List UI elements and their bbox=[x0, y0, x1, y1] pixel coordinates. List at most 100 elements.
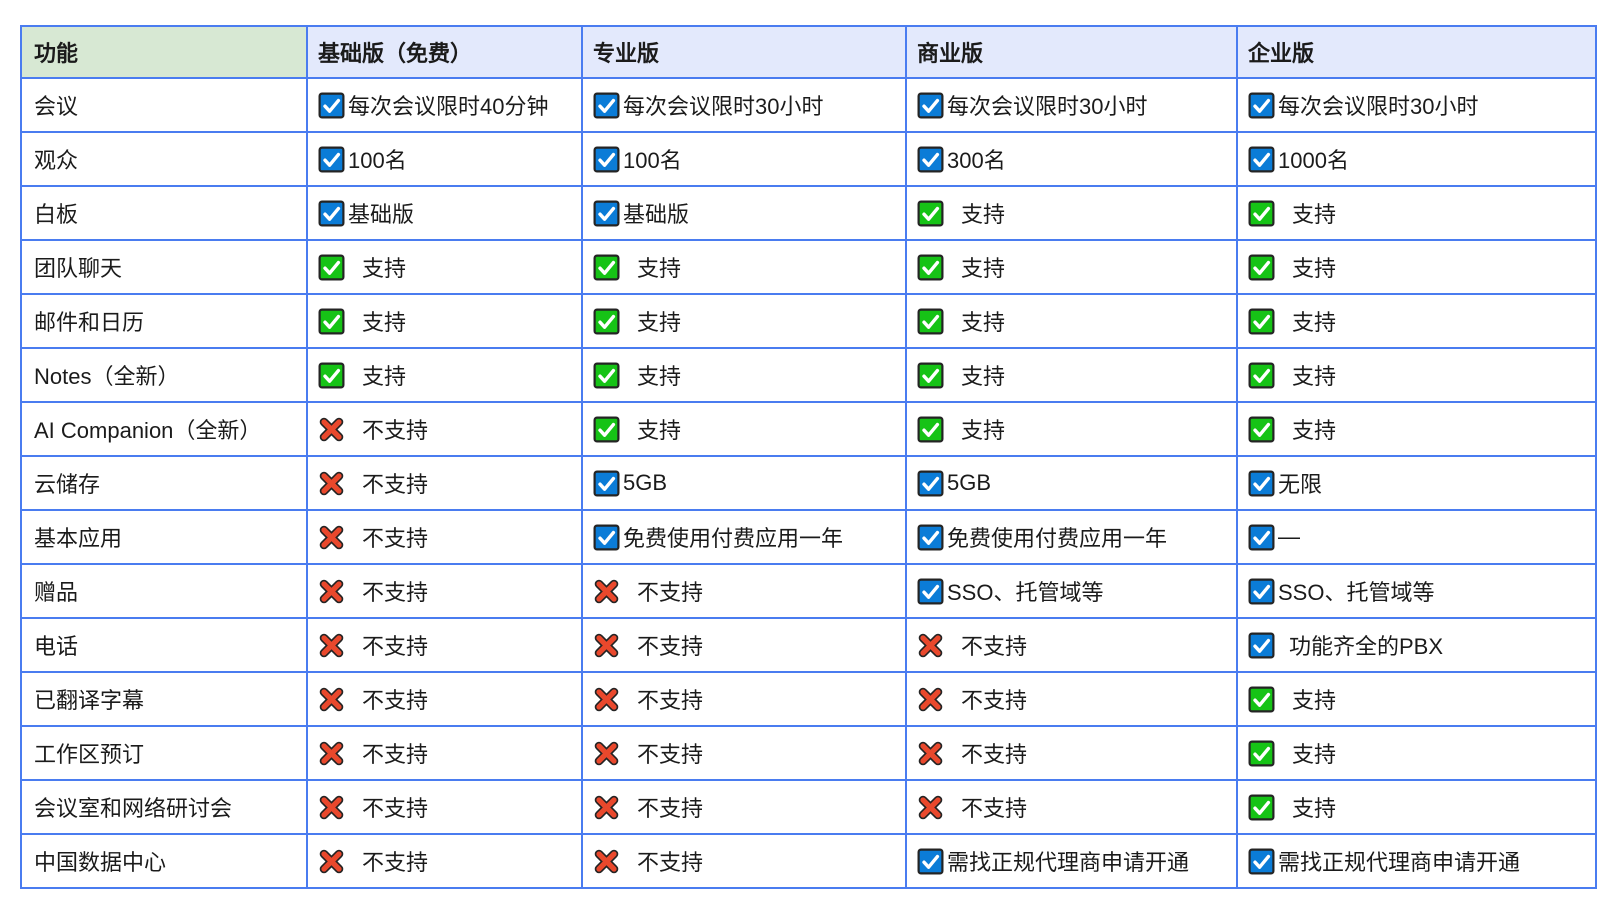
cell-content: 需找正规代理商申请开通 bbox=[908, 845, 1235, 877]
plan-cell: 不支持 bbox=[306, 455, 583, 511]
cell-text: 支持 bbox=[1292, 202, 1337, 227]
cell-content: 不支持 bbox=[584, 737, 904, 769]
green-check-icon bbox=[318, 308, 345, 335]
table-body: 会议 每次会议限时40分钟 每次会议限时30小时 每次会议限时30小时 每次会议限时30… bbox=[20, 77, 1597, 889]
blue-check-icon bbox=[917, 524, 944, 551]
cell-content: 不支持 bbox=[584, 845, 904, 877]
green-check-icon bbox=[1248, 686, 1275, 713]
cell-text: 支持 bbox=[961, 418, 1006, 443]
plan-cell: 100名 bbox=[581, 131, 907, 187]
red-cross-icon bbox=[917, 794, 944, 821]
cell-content: 不支持 bbox=[584, 683, 904, 715]
cell-text: 支持 bbox=[362, 256, 407, 281]
blue-check-icon bbox=[1248, 524, 1275, 551]
table-row: AI Companion（全新） 不支持 支持 支持 支持 bbox=[20, 401, 1597, 457]
table-row: Notes（全新） 支持 支持 支持 支持 bbox=[20, 347, 1597, 403]
blue-check-icon bbox=[593, 146, 620, 173]
red-cross-icon bbox=[593, 686, 620, 713]
plan-cell: 不支持 bbox=[581, 833, 907, 889]
green-check-icon bbox=[318, 254, 345, 281]
column-header-feature: 功能 bbox=[20, 25, 308, 79]
plan-cell: 支持 bbox=[581, 239, 907, 295]
cell-content: 不支持 bbox=[908, 737, 1235, 769]
cell-text: 支持 bbox=[961, 364, 1006, 389]
cell-text: 不支持 bbox=[362, 472, 429, 497]
cell-text: 支持 bbox=[637, 364, 682, 389]
cell-text: 不支持 bbox=[362, 688, 429, 713]
cell-text: 不支持 bbox=[637, 796, 704, 821]
cell-content: 需找正规代理商申请开通 bbox=[1239, 845, 1594, 877]
green-check-icon bbox=[593, 308, 620, 335]
plan-cell: 支持 bbox=[1236, 293, 1597, 349]
blue-check-icon bbox=[917, 848, 944, 875]
red-cross-icon bbox=[917, 686, 944, 713]
plan-cell: 100名 bbox=[306, 131, 583, 187]
cell-content: 不支持 bbox=[908, 629, 1235, 661]
plan-cell: 基础版 bbox=[306, 185, 583, 241]
column-header-enterprise: 企业版 bbox=[1236, 25, 1597, 79]
blue-check-icon bbox=[593, 524, 620, 551]
cell-content: 不支持 bbox=[309, 683, 580, 715]
feature-label: 赠品 bbox=[20, 563, 308, 619]
cell-text: 支持 bbox=[1292, 364, 1337, 389]
blue-check-icon bbox=[593, 92, 620, 119]
plan-cell: 功能齐全的PBX bbox=[1236, 617, 1597, 673]
cell-content: 免费使用付费应用一年 bbox=[584, 521, 904, 553]
cell-text: SSO、托管域等 bbox=[1278, 580, 1435, 605]
cell-text: 不支持 bbox=[637, 634, 704, 659]
cell-content: 不支持 bbox=[309, 845, 580, 877]
plan-cell: 需找正规代理商申请开通 bbox=[1236, 833, 1597, 889]
blue-check-icon bbox=[917, 146, 944, 173]
plan-cell: 不支持 bbox=[306, 509, 583, 565]
cell-text: 支持 bbox=[1292, 796, 1337, 821]
cell-text: 支持 bbox=[637, 310, 682, 335]
cell-text: 5GB bbox=[947, 470, 992, 495]
cell-text: 不支持 bbox=[637, 688, 704, 713]
green-check-icon bbox=[1248, 416, 1275, 443]
cell-content: 支持 bbox=[1239, 791, 1594, 823]
column-header-basic: 基础版（免费） bbox=[306, 25, 583, 79]
green-check-icon bbox=[593, 254, 620, 281]
cell-content: 支持 bbox=[908, 305, 1235, 337]
cell-text: SSO、托管域等 bbox=[947, 580, 1104, 605]
plan-cell: 需找正规代理商申请开通 bbox=[905, 833, 1238, 889]
blue-check-icon bbox=[1248, 848, 1275, 875]
blue-check-icon bbox=[1248, 146, 1275, 173]
cell-text: 每次会议限时30小时 bbox=[1278, 94, 1479, 119]
plan-cell: 支持 bbox=[581, 293, 907, 349]
plan-cell: 不支持 bbox=[306, 833, 583, 889]
cell-content: 免费使用付费应用一年 bbox=[908, 521, 1235, 553]
red-cross-icon bbox=[593, 632, 620, 659]
table-row: 赠品 不支持 不支持 SSO、托管域等 SSO、托管域等 bbox=[20, 563, 1597, 619]
table-row: 观众 100名 100名 300名 1000名 bbox=[20, 131, 1597, 187]
cell-content: 不支持 bbox=[309, 521, 580, 553]
cell-text: 支持 bbox=[1292, 310, 1337, 335]
cell-text: 不支持 bbox=[362, 742, 429, 767]
plan-cell: 支持 bbox=[1236, 779, 1597, 835]
red-cross-icon bbox=[593, 794, 620, 821]
cell-content: 支持 bbox=[908, 413, 1235, 445]
blue-check-icon bbox=[318, 146, 345, 173]
cell-content: 支持 bbox=[1239, 197, 1594, 229]
feature-label: 中国数据中心 bbox=[20, 833, 308, 889]
cell-content: 支持 bbox=[584, 359, 904, 391]
cell-text: 不支持 bbox=[961, 742, 1028, 767]
header-row: 功能 基础版（免费） 专业版 商业版 企业版 bbox=[20, 25, 1597, 79]
cell-text: 基础版 bbox=[623, 202, 690, 227]
cell-text: 每次会议限时30小时 bbox=[947, 94, 1148, 119]
red-cross-icon bbox=[593, 740, 620, 767]
red-cross-icon bbox=[318, 578, 345, 605]
table-row: 邮件和日历 支持 支持 支持 支持 bbox=[20, 293, 1597, 349]
red-cross-icon bbox=[593, 848, 620, 875]
red-cross-icon bbox=[318, 470, 345, 497]
cell-content: 不支持 bbox=[309, 575, 580, 607]
cell-text: 不支持 bbox=[637, 742, 704, 767]
cell-text: 100名 bbox=[348, 148, 407, 173]
cell-text: 需找正规代理商申请开通 bbox=[947, 850, 1190, 875]
red-cross-icon bbox=[917, 740, 944, 767]
cell-text: 不支持 bbox=[362, 580, 429, 605]
feature-label: 工作区预订 bbox=[20, 725, 308, 781]
plan-cell: 支持 bbox=[1236, 671, 1597, 727]
table-row: 电话 不支持 不支持 不支持 功能齐全的PBX bbox=[20, 617, 1597, 673]
cell-content: 每次会议限时30小时 bbox=[584, 89, 904, 121]
